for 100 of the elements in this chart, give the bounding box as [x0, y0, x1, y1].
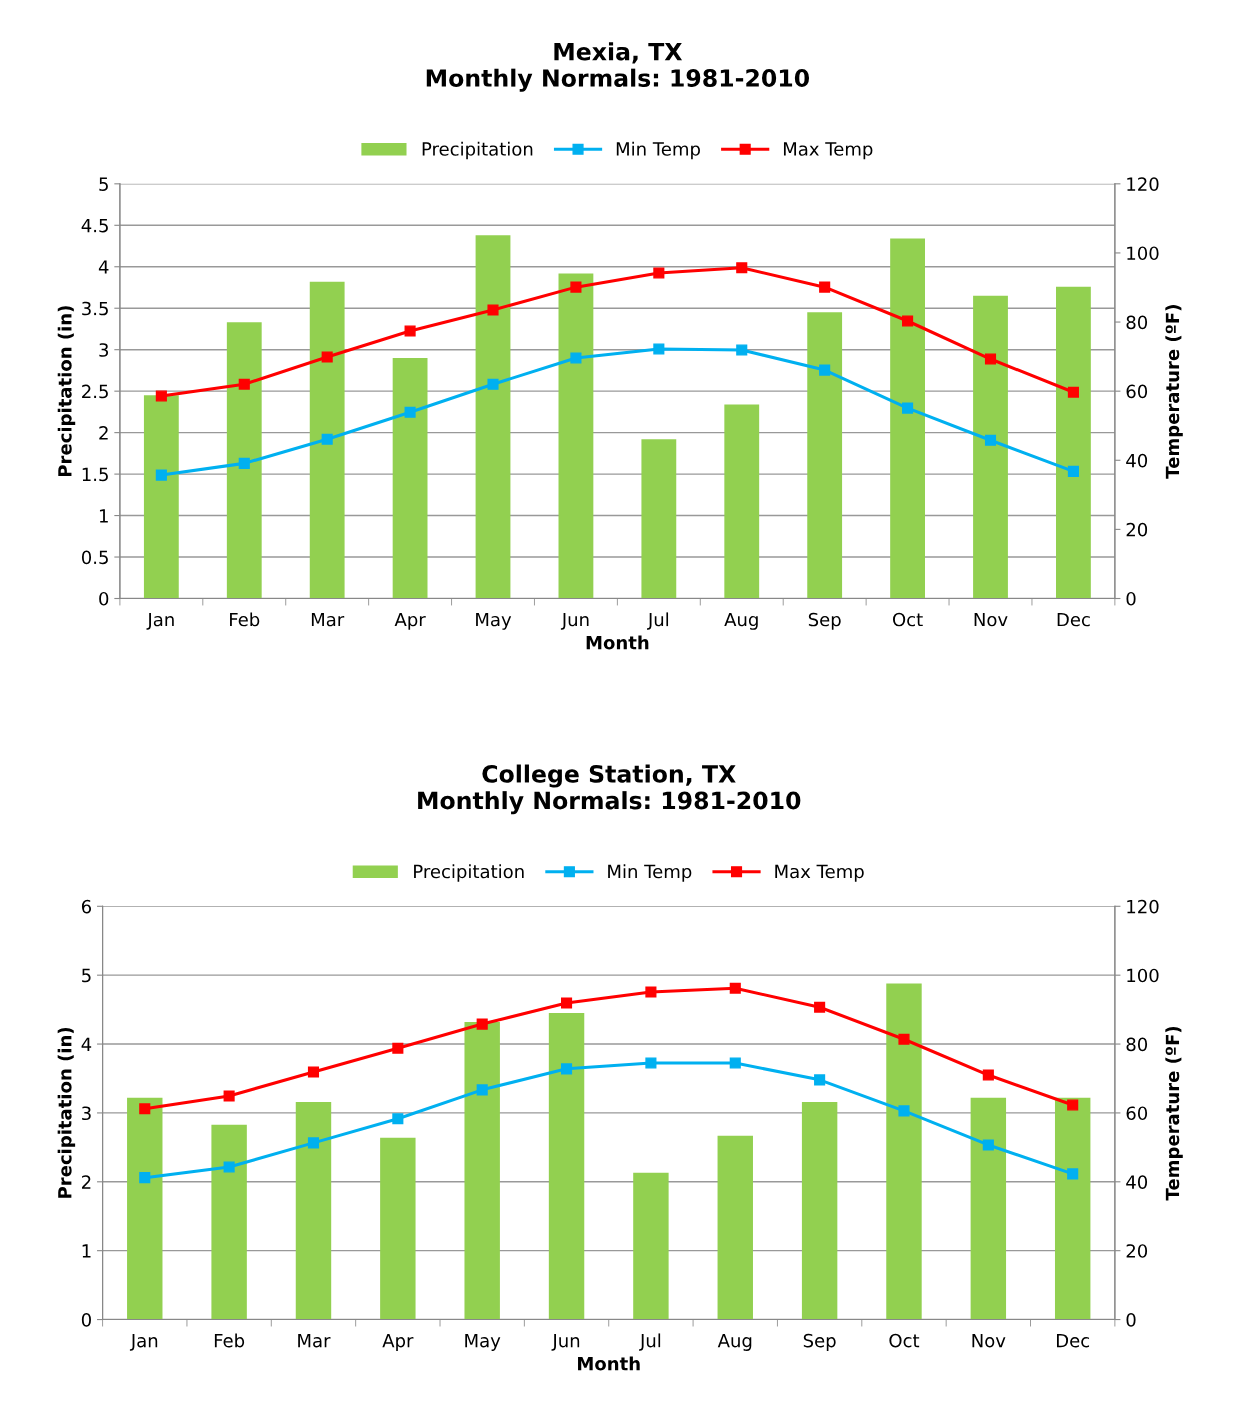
point	[814, 1074, 826, 1086]
y-tick-label: 1.5	[82, 467, 108, 482]
point	[902, 402, 914, 414]
y-tick-label: 1	[99, 509, 108, 523]
point	[653, 343, 665, 355]
y-tick-label: 6	[81, 899, 92, 914]
chart-title: College Station, TX Monthly Normals: 1981-2010	[418, 764, 801, 815]
point	[223, 1161, 235, 1173]
point	[819, 364, 831, 376]
y2-tick-label: 80	[1126, 315, 1148, 330]
y-tick-label: 4	[98, 260, 109, 274]
bar	[548, 1013, 585, 1320]
bar	[633, 1172, 669, 1320]
x-tick-label: Jun	[560, 612, 589, 630]
point	[487, 304, 499, 316]
point	[729, 1057, 741, 1069]
x-tick-label: Jun	[551, 1333, 580, 1351]
point	[307, 1066, 320, 1078]
y2-tick-label: 20	[1126, 522, 1148, 537]
x-tick-label: Sep	[803, 1333, 836, 1351]
bar	[724, 404, 760, 599]
point	[476, 1018, 488, 1030]
bar	[973, 295, 1008, 599]
y2-tick-label: 60	[1126, 1106, 1148, 1121]
x-tick-label: Nov	[972, 1333, 1006, 1348]
y-tick-label: 0	[99, 591, 109, 606]
point	[1067, 386, 1079, 398]
x-tick-label: Sep	[808, 612, 841, 630]
point	[819, 281, 831, 293]
point	[404, 325, 416, 337]
y2-tick-label: 60	[1126, 384, 1148, 399]
x-tick-label: Jul	[639, 1333, 661, 1351]
bar	[641, 439, 677, 599]
bar	[558, 273, 594, 599]
y-tick-label: 4.5	[81, 218, 108, 233]
point	[560, 1063, 573, 1075]
x-tick-label: Dec	[1057, 612, 1090, 627]
point	[139, 1103, 151, 1115]
point	[139, 1172, 151, 1184]
point	[321, 433, 333, 445]
point	[307, 1137, 320, 1149]
point	[570, 281, 582, 293]
point	[645, 1057, 657, 1069]
y2-tick-label: 80	[1126, 1037, 1148, 1052]
x-tick-label: May	[476, 612, 512, 630]
x-tick-label: Aug	[717, 1333, 752, 1351]
x-tick-label: Apr	[382, 1333, 414, 1351]
point	[238, 378, 250, 390]
legend-label: Max Temp	[783, 142, 873, 160]
point	[487, 378, 499, 390]
point	[984, 434, 997, 446]
bar	[211, 1124, 247, 1320]
bar	[464, 1022, 500, 1320]
x-tick-label: Aug	[724, 612, 758, 630]
point	[1067, 465, 1079, 477]
y-axis-title: Precipitation (in)	[57, 1027, 76, 1198]
y-tick-label: 3	[82, 1106, 91, 1121]
point	[814, 1001, 826, 1013]
point	[898, 1033, 910, 1045]
x-tick-label: Feb	[230, 612, 260, 627]
x-tick-label: Dec	[1057, 1333, 1090, 1348]
y-tick-label: 2	[82, 1175, 91, 1189]
y-tick-label: 3	[99, 343, 109, 357]
x-tick-label: May	[465, 1333, 501, 1351]
point	[570, 352, 582, 364]
bar	[801, 1101, 838, 1320]
point	[982, 1069, 994, 1081]
x-tick-label: Mar	[298, 1333, 331, 1348]
y-tick-label: 4	[81, 1037, 92, 1051]
y-tick-label: 1	[82, 1244, 91, 1258]
legend-label: Min Temp	[616, 141, 700, 160]
y-tick-label: 2	[99, 426, 108, 440]
y2-tick-label: 20	[1126, 1244, 1148, 1258]
x-tick-label: Jan	[146, 612, 174, 630]
bar	[309, 281, 345, 599]
bar	[475, 235, 511, 599]
legend-label: Min Temp	[608, 864, 692, 882]
bar	[1054, 1097, 1091, 1320]
x-axis-title: Month	[586, 635, 649, 650]
y2-tick-label: 120	[1127, 899, 1159, 914]
y-tick-label: 0	[81, 1313, 91, 1327]
y2-tick-label: 100	[1127, 968, 1159, 983]
bar	[295, 1101, 332, 1320]
point	[736, 344, 748, 356]
y-tick-label: 3.5	[82, 301, 108, 316]
y-tick-label: 5	[82, 968, 91, 983]
point	[238, 457, 250, 469]
y2-tick-label: 0	[1126, 1313, 1136, 1327]
bar	[380, 1137, 416, 1320]
legend-label: Max Temp	[775, 864, 864, 882]
point	[476, 1084, 488, 1096]
point	[155, 469, 167, 481]
bar	[717, 1135, 753, 1320]
y2-tick-label: 40	[1126, 453, 1148, 468]
y-tick-label: 0.5	[81, 550, 108, 565]
x-tick-label: Oct	[892, 612, 923, 627]
bar	[886, 983, 922, 1320]
bar	[127, 1097, 163, 1320]
y2-axis-title: Temperature (ºF)	[1165, 1026, 1183, 1201]
point	[898, 1105, 910, 1117]
